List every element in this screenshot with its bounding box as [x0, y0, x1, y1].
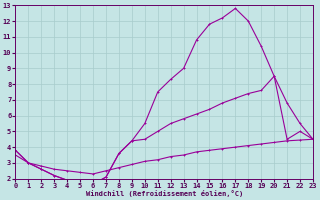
X-axis label: Windchill (Refroidissement éolien,°C): Windchill (Refroidissement éolien,°C) — [85, 190, 243, 197]
